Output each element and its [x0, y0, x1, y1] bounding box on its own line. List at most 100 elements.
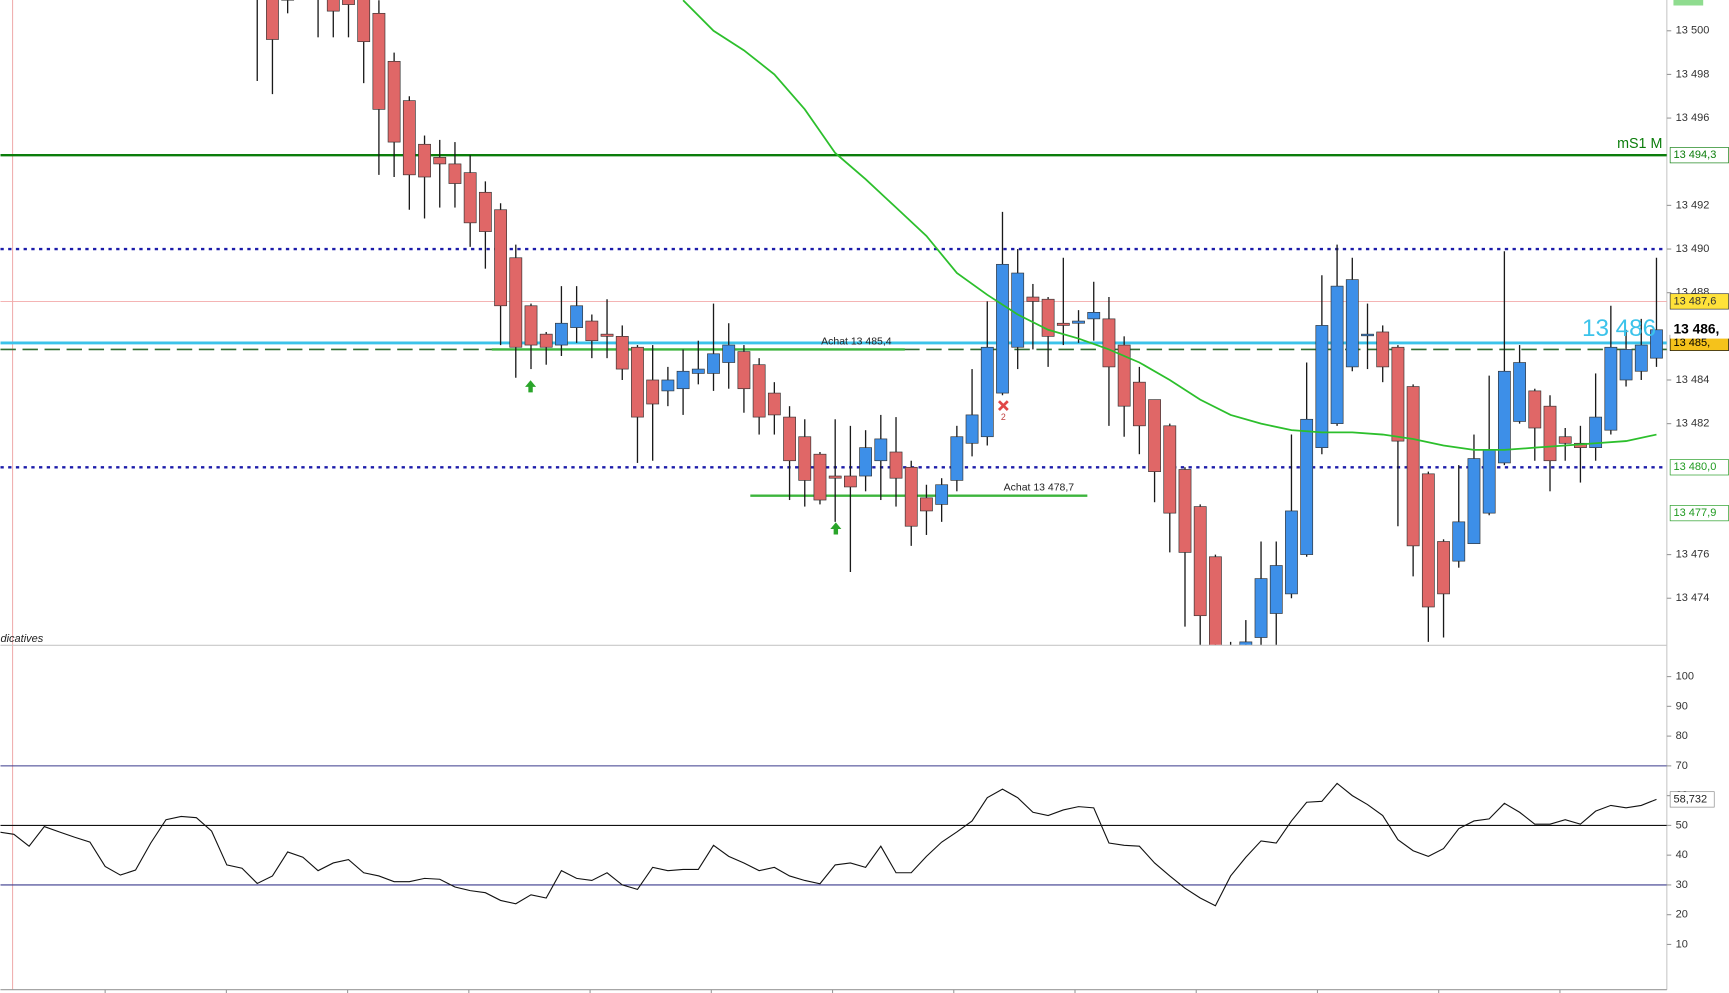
y-tick-label: 30: [1676, 879, 1688, 891]
candle-body: [631, 346, 644, 418]
candle-body: [1650, 329, 1663, 359]
price-overlay: 13 486: [1582, 315, 1656, 342]
candle-body: [1239, 641, 1253, 645]
candle-body: [1315, 325, 1329, 448]
candle-body: [1391, 346, 1405, 442]
candle-body: [1163, 425, 1177, 514]
candle-body: [1132, 381, 1146, 427]
level-name: mS1 M: [1617, 136, 1662, 152]
candle-body: [1513, 362, 1526, 422]
candle-body: [1072, 320, 1085, 324]
candle-body: [1056, 322, 1070, 326]
price-tag-label: 13 480,0: [1673, 461, 1716, 473]
candle-body: [859, 447, 872, 477]
candle-body: [996, 263, 1009, 394]
candle-body: [342, 0, 355, 5]
y-tick-label: 13 490: [1676, 243, 1710, 255]
candle-body: [767, 392, 781, 416]
candle-body: [1011, 272, 1025, 348]
entry-label: Achat 13 478,7: [1004, 483, 1075, 494]
last-price-tag: [1670, 320, 1729, 339]
candle-body: [1345, 279, 1359, 368]
y-tick-label: 100: [1676, 670, 1694, 682]
candle-body: [463, 172, 477, 224]
candle-body: [1041, 298, 1055, 337]
candle-body: [1467, 458, 1481, 545]
candle-body: [920, 497, 933, 512]
candle-body: [1178, 469, 1192, 553]
candle-body: [1482, 449, 1496, 514]
candle-body: [1285, 510, 1298, 595]
sell-mark: [997, 400, 1009, 411]
candle-body: [1528, 390, 1542, 429]
candle-body: [1300, 418, 1314, 555]
y-tick-label: 50: [1676, 819, 1688, 831]
candle-body: [783, 416, 796, 462]
candle-body: [539, 333, 553, 348]
candle-body: [478, 191, 492, 232]
candle-body: [980, 346, 994, 438]
candle-body: [1497, 370, 1511, 464]
candle-body: [402, 100, 416, 176]
candle-body: [904, 466, 918, 527]
rsi-line: [0, 782, 1657, 907]
candle-body: [357, 0, 371, 43]
value-tag: [1669, 791, 1715, 808]
candle-body: [1452, 521, 1466, 562]
price-tag-label: 13 485,: [1673, 337, 1710, 349]
candle-body: [266, 0, 279, 40]
signal-label: 2: [1001, 412, 1006, 422]
y-tick-label: 13 484: [1676, 374, 1710, 386]
candle-body: [828, 475, 842, 479]
y-tick-label: 80: [1676, 730, 1688, 742]
candle-body: [798, 436, 812, 481]
candle-body: [737, 351, 751, 390]
candle-body: [1376, 331, 1390, 368]
y-tick-label: 13 498: [1676, 68, 1710, 80]
y-tick-label: 13 500: [1676, 25, 1710, 37]
candle-body: [524, 305, 538, 346]
candle-body: [570, 305, 584, 328]
candle-body: [874, 438, 888, 462]
rsi-pane: [0, 765, 1667, 907]
candle-body: [722, 344, 736, 363]
candle-body: [1589, 416, 1603, 448]
candle-body: [661, 379, 675, 392]
candle-body: [1604, 346, 1618, 431]
candle-body: [326, 0, 340, 12]
y-tick-label: 13 496: [1676, 112, 1710, 124]
candle-body: [676, 370, 690, 390]
candle-body: [1254, 578, 1268, 638]
y-tick-label: 90: [1676, 700, 1688, 712]
price-pane: mS1 M Achat 13 485,4 Achat 13 478,7 13 486: [0, 0, 1667, 645]
candle-body: [1361, 333, 1374, 337]
y-tick-label: 70: [1676, 760, 1688, 772]
moving-average: [682, 0, 1657, 451]
y-tick-label: 20: [1676, 909, 1688, 921]
candle-body: [509, 257, 523, 348]
candle-body: [448, 163, 462, 184]
candle-body: [585, 320, 599, 342]
candle-body: [707, 353, 720, 374]
price-tag-label: 13 487,6: [1673, 295, 1716, 307]
candle-body: [418, 143, 431, 178]
candle-body: [433, 157, 447, 165]
y-tick-label: 13 476: [1676, 548, 1710, 560]
candle-body: [1193, 506, 1207, 617]
candle-body: [494, 209, 507, 307]
candle-body: [1269, 565, 1283, 614]
candle-body: [1087, 311, 1101, 320]
candle-body: [555, 322, 568, 346]
candle-body: [1634, 344, 1648, 372]
candle-body: [372, 12, 386, 110]
candle-body: [387, 60, 401, 143]
candle-body: [615, 336, 629, 370]
candle-body: [646, 379, 660, 405]
candle-body: [1117, 344, 1131, 407]
candle-body: [844, 475, 857, 488]
candle-body: [1330, 285, 1344, 424]
y-tick-label: 10: [1676, 938, 1688, 950]
